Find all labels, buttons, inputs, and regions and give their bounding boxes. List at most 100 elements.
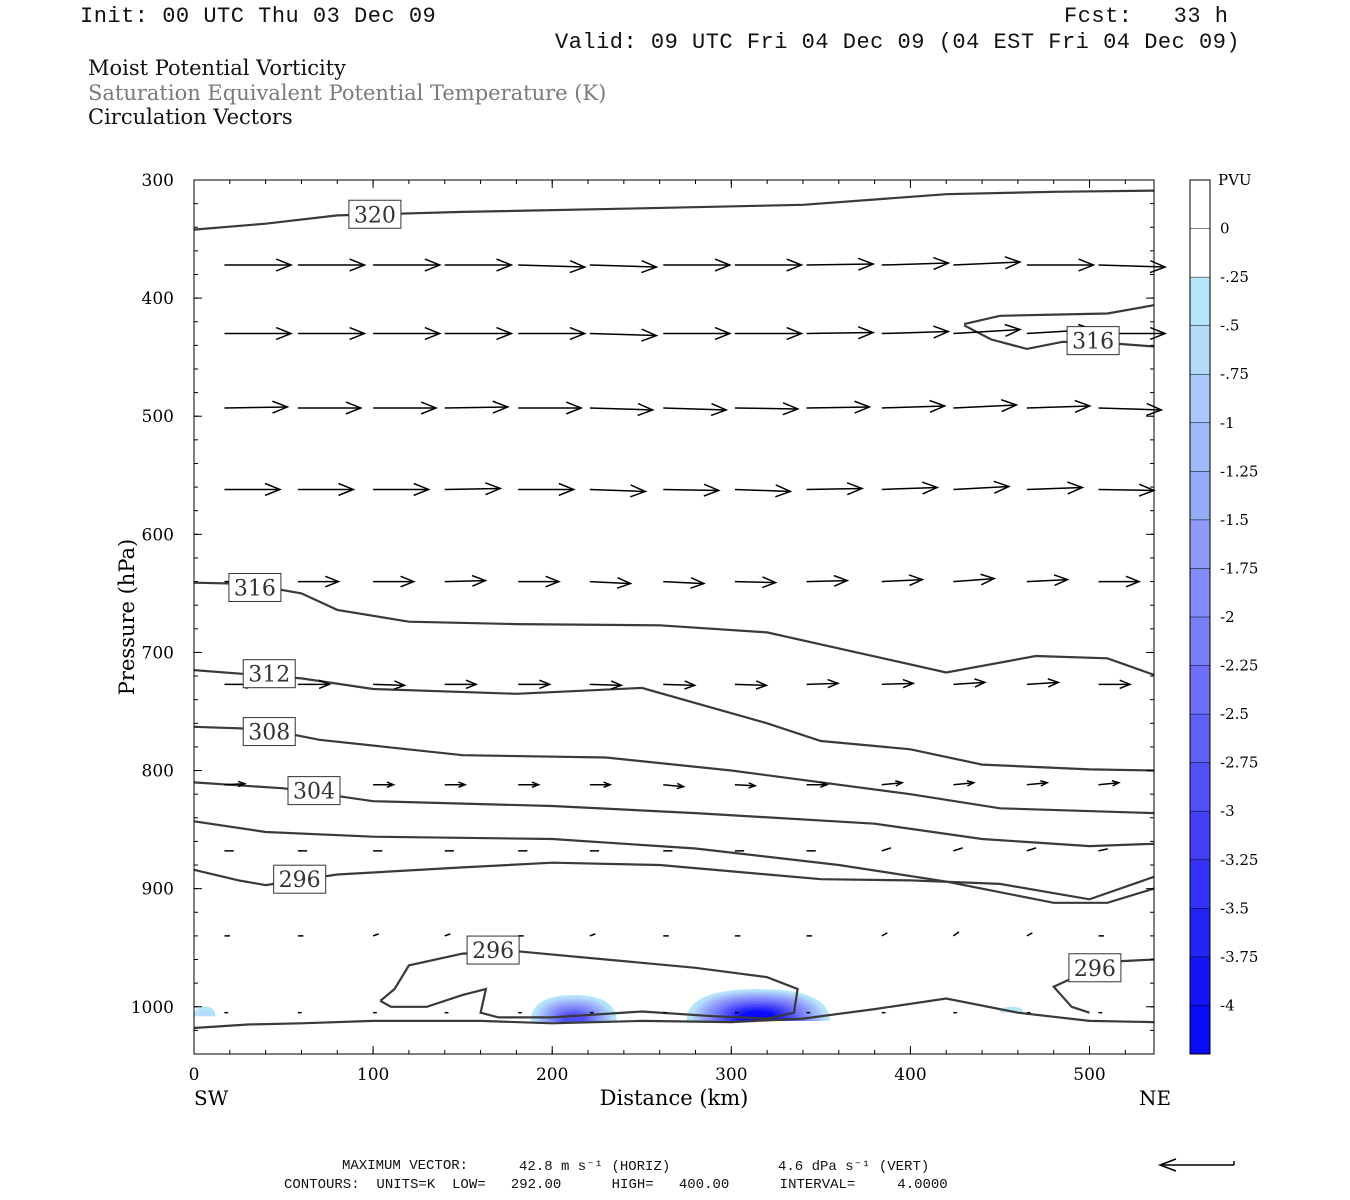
circulation-vector bbox=[663, 580, 704, 585]
circulation-vector bbox=[953, 404, 1017, 409]
circulation-vector bbox=[734, 407, 798, 410]
circulation-vector-head bbox=[1149, 326, 1168, 341]
y-tick-label: 400 bbox=[142, 289, 174, 309]
circulation-vector-head bbox=[539, 679, 552, 690]
circulation-vector bbox=[881, 486, 938, 491]
colorbar-label: -1.25 bbox=[1220, 462, 1258, 480]
circulation-vector-head bbox=[1004, 323, 1023, 338]
circulation-vector-head bbox=[1000, 399, 1019, 413]
colorbar-swatch bbox=[1190, 422, 1210, 472]
theta-es-contour bbox=[193, 581, 1155, 676]
circulation-vector bbox=[881, 405, 945, 409]
circulation-vector-head bbox=[908, 574, 925, 587]
circulation-vector bbox=[444, 579, 486, 583]
circulation-vector-head bbox=[569, 259, 587, 274]
circulation-vector-head bbox=[325, 575, 341, 588]
contour-label: 296 bbox=[466, 935, 520, 965]
circulation-vector bbox=[806, 331, 874, 335]
colorbar-swatch bbox=[1190, 325, 1210, 375]
circulation-vector-head bbox=[714, 258, 732, 272]
circulation-vector-head bbox=[895, 780, 905, 787]
colorbar-swatch bbox=[1190, 811, 1210, 861]
circulation-vector bbox=[734, 488, 791, 493]
contour-label-text: 312 bbox=[248, 663, 290, 688]
y-axis-title: Pressure (hPa) bbox=[115, 539, 139, 695]
circulation-vector bbox=[1098, 407, 1162, 411]
circulation-vector-head bbox=[933, 256, 951, 271]
circulation-vector bbox=[663, 683, 695, 687]
contour-label-text: 316 bbox=[234, 576, 276, 601]
circulation-vector-head bbox=[1125, 575, 1142, 588]
circulation-vector bbox=[881, 682, 914, 686]
colorbar-label: -3 bbox=[1220, 802, 1235, 820]
circulation-vector bbox=[518, 264, 585, 268]
colorbar-label: -3.5 bbox=[1220, 899, 1249, 917]
circulation-vector bbox=[373, 683, 405, 687]
circulation-vector-head bbox=[1119, 679, 1132, 690]
circulation-vector bbox=[881, 847, 892, 852]
circulation-vector bbox=[881, 262, 949, 266]
contour-label-box bbox=[273, 864, 327, 894]
colorbar-title: PVU bbox=[1218, 171, 1252, 189]
circulation-vector-head bbox=[854, 400, 872, 414]
y-tick-label: 300 bbox=[142, 171, 174, 191]
circulation-vector-head bbox=[386, 781, 396, 789]
circulation-vector-head bbox=[264, 482, 282, 497]
circulation-vector bbox=[1098, 264, 1166, 268]
contour-label-text: 304 bbox=[293, 780, 335, 805]
forecast-hour: Fcst: 33 h bbox=[1064, 4, 1229, 29]
contour-label: 312 bbox=[242, 659, 296, 689]
colorbar-swatch bbox=[1190, 568, 1210, 618]
colorbar-swatch bbox=[1190, 714, 1210, 764]
circulation-vector bbox=[1026, 405, 1090, 409]
circulation-vector bbox=[1098, 848, 1108, 852]
circulation-vector bbox=[1098, 488, 1154, 492]
circulation-vector-head bbox=[400, 575, 416, 588]
contour-label: 296 bbox=[273, 864, 327, 894]
colorbar-label: -.25 bbox=[1220, 268, 1249, 286]
x-left-direction: SW bbox=[194, 1086, 229, 1110]
circulation-vector-head bbox=[637, 402, 655, 417]
circulation-vector-head bbox=[748, 782, 758, 789]
colorbar-swatch bbox=[1190, 762, 1210, 812]
circulation-vector-head bbox=[993, 480, 1011, 494]
circulation-vector-head bbox=[857, 257, 876, 271]
contour-info: CONTOURS: UNITS=K LOW= 292.00 HIGH= 400.… bbox=[284, 1177, 948, 1193]
circulation-vector-head bbox=[980, 573, 997, 586]
contour-label-box bbox=[348, 199, 402, 229]
x-tick-label: 500 bbox=[1073, 1065, 1105, 1085]
circulation-vector-head bbox=[413, 482, 431, 497]
theta-es-contour bbox=[963, 324, 1155, 351]
circulation-vector-head bbox=[902, 678, 916, 689]
circulation-vector bbox=[734, 683, 767, 687]
contour-label-text: 296 bbox=[472, 939, 514, 964]
circulation-vector bbox=[444, 487, 501, 491]
contour-label-box bbox=[466, 935, 520, 965]
y-tick-label: 500 bbox=[142, 407, 174, 427]
circulation-vector-head bbox=[485, 482, 503, 496]
colorbar-label: -2.25 bbox=[1220, 657, 1258, 675]
contour-label-box bbox=[242, 659, 296, 689]
contour-label-text: 316 bbox=[1072, 330, 1114, 355]
circulation-vector bbox=[1026, 781, 1048, 786]
circulation-vector-head bbox=[819, 781, 829, 789]
circulation-vector-head bbox=[465, 679, 479, 690]
circulation-vector bbox=[224, 406, 288, 409]
colorbar-label: -2.5 bbox=[1220, 705, 1249, 723]
colorbar-swatch bbox=[1190, 180, 1210, 230]
circulation-vector-head bbox=[569, 326, 587, 341]
y-tick-label: 900 bbox=[142, 880, 174, 900]
x-axis-title: Distance (km) bbox=[600, 1086, 749, 1110]
circulation-vector-head bbox=[1004, 256, 1023, 270]
circulation-vector bbox=[589, 332, 657, 337]
circulation-vector-head bbox=[710, 402, 729, 417]
circulation-vector-head bbox=[786, 326, 804, 341]
circulation-vector-head bbox=[272, 400, 290, 414]
valid-time: Valid: 09 UTC Fri 04 Dec 09 (04 EST Fri … bbox=[555, 30, 1241, 55]
circulation-vector bbox=[224, 782, 245, 786]
circulation-vector-head bbox=[318, 679, 332, 690]
circulation-vector-head bbox=[921, 481, 940, 495]
x-tick-label: 100 bbox=[357, 1065, 389, 1085]
x-tick-label: 0 bbox=[189, 1065, 200, 1085]
circulation-vector-head bbox=[1149, 259, 1168, 274]
